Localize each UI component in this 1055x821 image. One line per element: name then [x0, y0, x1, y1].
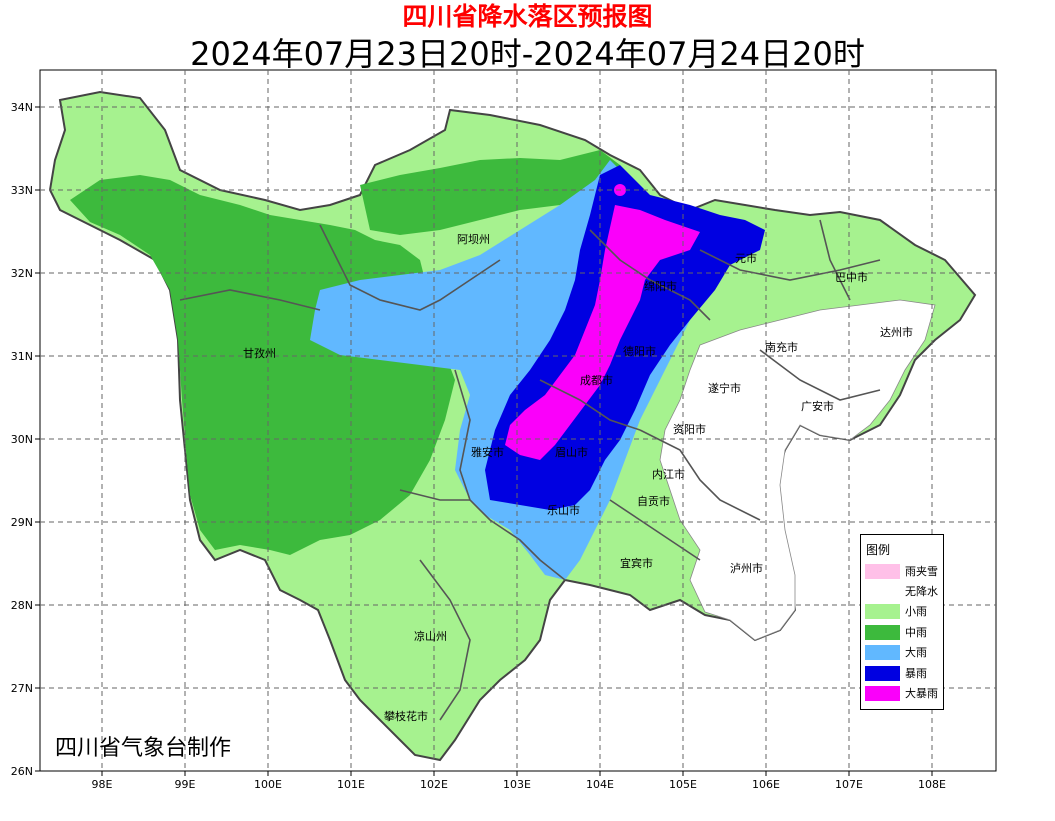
- lat-label: 33N: [11, 184, 33, 197]
- legend-label: 中雨: [905, 626, 927, 639]
- legend-item-heavy-rain: 大雨: [865, 644, 943, 661]
- legend-swatch: [865, 604, 900, 619]
- city-label-panzhihua: 攀枝花市: [384, 709, 428, 723]
- region-moderate-rain-west: [70, 175, 455, 555]
- lon-label: 99E: [175, 778, 196, 791]
- city-label-guangan: 广安市: [801, 399, 834, 413]
- legend-swatch: [865, 666, 900, 681]
- lon-label: 108E: [918, 778, 946, 791]
- legend-item-sleet: 雨夹雪: [865, 563, 943, 580]
- city-label-leshan: 乐山市: [547, 503, 580, 517]
- lon-label: 104E: [586, 778, 614, 791]
- legend-item-storm: 暴雨: [865, 665, 943, 682]
- lon-label: 98E: [92, 778, 113, 791]
- legend-item-light-rain: 小雨: [865, 603, 943, 620]
- city-label-dazhou: 达州市: [880, 325, 913, 339]
- map-title: 四川省降水落区预报图: [402, 2, 653, 31]
- lat-label: 29N: [11, 516, 33, 529]
- legend-swatch: [865, 645, 900, 660]
- lat-label: 28N: [11, 599, 33, 612]
- city-label-yibin: 宜宾市: [620, 556, 653, 570]
- region-no-precipitation: [659, 299, 936, 641]
- city-label-ziyang: 资阳市: [673, 422, 706, 436]
- lon-label: 102E: [420, 778, 448, 791]
- legend-label: 大雨: [905, 646, 927, 659]
- lon-label: 105E: [669, 778, 697, 791]
- city-label-deyang: 德阳市: [623, 344, 656, 358]
- legend-label: 小雨: [905, 605, 927, 618]
- legend-swatch: [865, 584, 900, 599]
- city-label-guangyuan: 元市: [735, 251, 757, 265]
- map-legend: 图例 雨夹雪 无降水 小雨 中雨 大雨 暴雨 大暴雨: [860, 534, 944, 710]
- legend-item-moderate-rain: 中雨: [865, 624, 943, 641]
- legend-title: 图例: [866, 543, 891, 557]
- lat-label: 32N: [11, 267, 33, 280]
- city-label-liangshan: 凉山州: [414, 629, 447, 643]
- lon-label: 107E: [835, 778, 863, 791]
- lat-label: 31N: [11, 350, 33, 363]
- city-label-bazhong: 巴中市: [835, 270, 868, 284]
- lat-label: 27N: [11, 682, 33, 695]
- axis-ticks: [35, 106, 933, 776]
- legend-swatch: [865, 564, 900, 579]
- lon-label: 101E: [337, 778, 365, 791]
- city-label-chengdu: 成都市: [580, 373, 613, 387]
- graticule: [40, 70, 996, 771]
- lat-label: 34N: [11, 101, 33, 114]
- city-label-suining: 遂宁市: [708, 381, 741, 395]
- lat-label: 26N: [11, 765, 33, 778]
- producer-credit: 四川省气象台制作: [55, 736, 232, 761]
- lat-label: 30N: [11, 433, 33, 446]
- region-extreme-storm: [505, 205, 700, 460]
- lon-label: 103E: [503, 778, 531, 791]
- legend-label: 雨夹雪: [905, 565, 938, 578]
- lon-label: 106E: [752, 778, 780, 791]
- city-label-nanchong: 南充市: [765, 340, 798, 354]
- legend-label: 暴雨: [905, 667, 927, 680]
- legend-label: 无降水: [905, 585, 938, 598]
- city-label-aba: 阿坝州: [457, 232, 490, 246]
- legend-item-no-precipitation: 无降水: [865, 583, 943, 600]
- forecast-period: 2024年07月23日20时-2024年07月24日20时: [190, 35, 865, 73]
- legend-swatch: [865, 686, 900, 701]
- city-label-yaan: 雅安市: [471, 445, 504, 459]
- region-moderate-rain-north: [360, 150, 620, 235]
- city-label-luzhou: 泸州市: [730, 561, 763, 575]
- city-label-meishan: 眉山市: [555, 445, 588, 459]
- legend-swatch: [865, 625, 900, 640]
- city-label-zigong: 自贡市: [637, 494, 670, 508]
- city-label-ganzi: 甘孜州: [243, 346, 276, 360]
- city-label-mianyang: 绵阳市: [644, 279, 677, 293]
- district-boundaries: [179, 219, 881, 721]
- map-frame: [39, 69, 997, 772]
- lon-label: 100E: [254, 778, 282, 791]
- city-label-neijiang: 内江市: [652, 467, 685, 481]
- legend-item-extreme-storm: 大暴雨: [865, 685, 943, 702]
- legend-label: 大暴雨: [905, 687, 938, 700]
